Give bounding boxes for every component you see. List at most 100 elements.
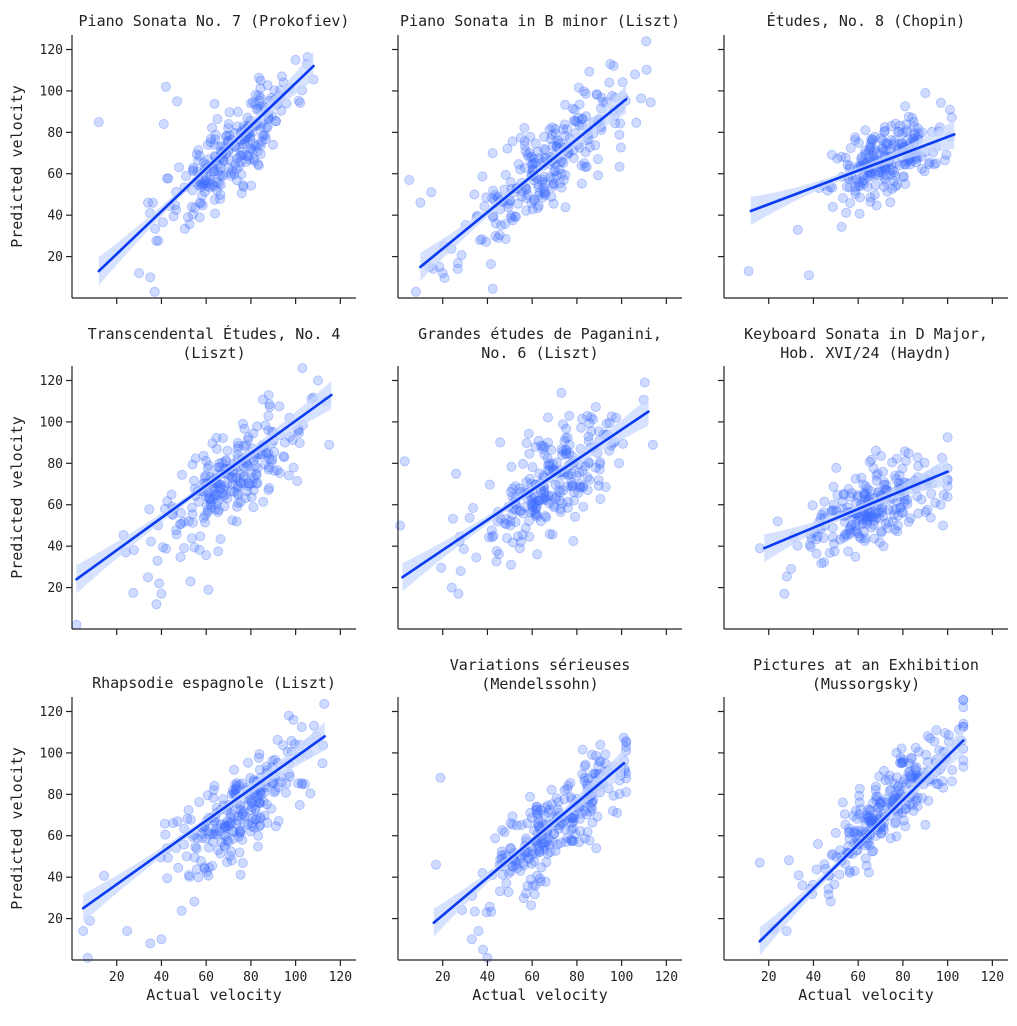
data-point xyxy=(883,504,894,515)
data-point xyxy=(276,71,287,82)
data-point xyxy=(243,432,254,443)
data-point xyxy=(903,516,914,527)
data-point xyxy=(239,470,250,481)
data-point xyxy=(889,170,900,181)
data-point xyxy=(226,846,237,857)
data-point xyxy=(189,896,200,907)
data-point xyxy=(250,99,261,110)
data-point xyxy=(868,846,879,857)
data-point xyxy=(264,453,275,464)
data-point xyxy=(901,125,912,136)
data-point xyxy=(593,426,604,437)
data-point xyxy=(858,479,869,490)
data-point xyxy=(567,481,578,492)
data-point xyxy=(892,179,903,190)
data-point xyxy=(258,129,269,140)
data-point xyxy=(944,104,955,115)
data-point xyxy=(288,462,299,473)
y-tick-label: 100 xyxy=(40,746,63,761)
data-point xyxy=(246,805,257,816)
data-point xyxy=(223,836,234,847)
data-point xyxy=(211,489,222,500)
data-point xyxy=(216,482,227,493)
data-point xyxy=(232,482,243,493)
data-point xyxy=(876,133,887,144)
data-point xyxy=(924,159,935,170)
data-point xyxy=(239,817,250,828)
data-point xyxy=(853,513,864,524)
data-point xyxy=(267,454,278,465)
scatter-points xyxy=(395,377,658,599)
panel-7: Rhapsodie espagnole (Liszt)20 40 60 80 100 12… xyxy=(8,674,356,1004)
data-point xyxy=(876,828,887,839)
data-point xyxy=(866,134,877,145)
data-point xyxy=(234,826,245,837)
data-point xyxy=(567,836,578,847)
data-point xyxy=(241,440,252,451)
data-point xyxy=(566,824,577,835)
data-point xyxy=(930,158,941,169)
data-point xyxy=(897,463,908,474)
data-point xyxy=(574,481,585,492)
data-point xyxy=(197,200,208,211)
data-point xyxy=(886,121,897,132)
data-point xyxy=(909,121,920,132)
data-point xyxy=(456,250,467,261)
data-point xyxy=(540,187,551,198)
data-point xyxy=(588,768,599,779)
data-point xyxy=(823,883,834,894)
data-point xyxy=(889,167,900,178)
data-point xyxy=(453,588,464,599)
data-point xyxy=(487,193,498,204)
data-point xyxy=(203,842,214,853)
data-point xyxy=(858,179,869,190)
data-point xyxy=(864,508,875,519)
data-point xyxy=(249,822,260,833)
data-point xyxy=(645,97,656,108)
data-point xyxy=(849,827,860,838)
data-point xyxy=(224,851,235,862)
data-point xyxy=(866,512,877,523)
data-point xyxy=(258,496,269,507)
data-point xyxy=(515,536,526,547)
data-point xyxy=(246,796,257,807)
data-point xyxy=(490,833,501,844)
data-point xyxy=(272,734,283,745)
data-point xyxy=(452,263,463,274)
data-point xyxy=(273,816,284,827)
data-point xyxy=(940,728,951,739)
data-point xyxy=(501,533,512,544)
data-point xyxy=(159,818,170,829)
data-point xyxy=(545,847,556,858)
data-point xyxy=(201,455,212,466)
data-point xyxy=(548,173,559,184)
data-point xyxy=(247,818,258,829)
data-point xyxy=(231,153,242,164)
data-point xyxy=(532,818,543,829)
data-point xyxy=(530,441,541,452)
data-point xyxy=(520,501,531,512)
data-point xyxy=(187,459,198,470)
data-point xyxy=(179,543,190,554)
data-point xyxy=(530,880,541,891)
data-point xyxy=(862,518,873,529)
data-point xyxy=(553,138,564,149)
x-tick-label: 60 xyxy=(850,970,866,985)
data-point xyxy=(900,178,911,189)
data-point xyxy=(209,181,220,192)
data-point xyxy=(187,164,198,175)
x-axis-label: Actual velocity xyxy=(472,986,607,1004)
data-point xyxy=(527,158,538,169)
data-point xyxy=(539,487,550,498)
data-point xyxy=(933,779,944,790)
data-point xyxy=(841,528,852,539)
data-point xyxy=(595,739,606,750)
data-point xyxy=(864,840,875,851)
data-point xyxy=(196,178,207,189)
data-point xyxy=(867,815,878,826)
data-point xyxy=(887,516,898,527)
data-point xyxy=(245,131,256,142)
data-point xyxy=(590,401,601,412)
data-point xyxy=(917,163,928,174)
data-point xyxy=(938,782,949,793)
